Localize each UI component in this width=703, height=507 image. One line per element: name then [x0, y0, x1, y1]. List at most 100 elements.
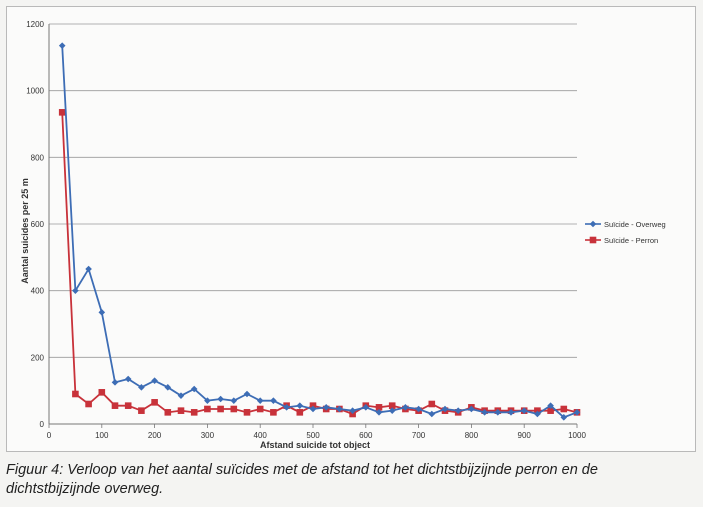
legend-item: Suïcide - Perron	[585, 236, 658, 245]
y-tick-label: 600	[31, 220, 45, 229]
legend-item: Suïcide - Overweg	[585, 220, 666, 229]
data-point	[72, 287, 79, 294]
gridlines	[49, 23, 577, 358]
data-point	[124, 402, 132, 409]
data-point	[534, 410, 541, 418]
data-point	[204, 397, 211, 404]
data-point	[98, 389, 106, 396]
data-point	[190, 385, 198, 393]
data-point	[217, 395, 224, 403]
y-tick-label: 1000	[26, 87, 44, 96]
x-tick-label: 600	[359, 431, 373, 440]
data-point	[547, 402, 554, 409]
data-point	[573, 409, 581, 416]
data-point	[560, 405, 568, 413]
data-point	[534, 407, 541, 414]
line-chart: 0 200 400 600 800 1000 1200 0 100 200 300 400 500 600…	[20, 20, 666, 450]
data-point	[111, 379, 119, 386]
data-point	[151, 399, 158, 406]
data-point	[322, 404, 330, 411]
data-point	[547, 407, 554, 414]
x-tick-label: 300	[201, 431, 215, 440]
y-tick-label: 400	[31, 287, 45, 296]
data-point	[270, 409, 277, 416]
y-tick-label: 800	[31, 153, 45, 162]
data-point	[388, 402, 396, 409]
data-point	[454, 407, 462, 414]
data-point	[560, 414, 568, 421]
data-point	[177, 392, 185, 399]
series-perron	[58, 109, 581, 418]
data-point	[230, 405, 238, 413]
data-point	[138, 407, 145, 414]
y-axis-title: Aantal suicides per 25 m	[20, 178, 30, 284]
data-point	[362, 404, 370, 411]
data-point	[481, 409, 488, 416]
figure-caption: Figuur 4: Verloop van het aantal suïcide…	[6, 462, 598, 497]
data-point	[204, 405, 211, 413]
x-tick-label: 400	[254, 431, 268, 440]
data-point	[243, 409, 251, 416]
data-point	[349, 407, 356, 414]
x-tick-label: 500	[306, 431, 320, 440]
data-point	[336, 405, 343, 413]
data-point	[190, 409, 198, 416]
data-point	[415, 405, 422, 413]
data-point	[349, 410, 356, 418]
data-point	[256, 397, 264, 404]
data-point	[441, 405, 449, 413]
data-point	[402, 404, 409, 411]
x-tick-label: 700	[412, 431, 426, 440]
data-point	[309, 405, 317, 413]
data-point	[111, 402, 119, 409]
data-point	[164, 384, 172, 391]
x-tick-label: 900	[518, 431, 532, 440]
axes	[48, 24, 578, 428]
data-point	[494, 409, 502, 416]
data-point	[217, 405, 224, 413]
chart-frame: 0 200 400 600 800 1000 1200 0 100 200 300 400 500 600…	[6, 6, 696, 452]
y-tick-label: 200	[31, 353, 45, 362]
data-point	[164, 409, 172, 416]
data-point	[375, 404, 383, 411]
x-tick-label: 100	[95, 431, 109, 440]
y-tick-label: 1200	[26, 20, 44, 29]
legend-label: Suïcide - Overweg	[604, 220, 666, 229]
data-point	[138, 384, 145, 391]
data-point	[428, 410, 436, 418]
data-point	[270, 397, 277, 404]
data-point	[58, 42, 66, 49]
series-group	[58, 42, 581, 421]
data-point	[520, 407, 528, 414]
data-point	[230, 397, 238, 404]
data-point	[243, 390, 251, 398]
data-point	[388, 407, 396, 414]
data-point	[85, 265, 92, 273]
data-point	[98, 309, 106, 316]
data-point	[468, 405, 475, 413]
series-line	[61, 45, 578, 419]
data-point	[428, 400, 436, 408]
legend-marker	[589, 236, 597, 244]
legend-label: Suïcide - Perron	[604, 236, 658, 245]
x-tick-label: 200	[148, 431, 162, 440]
data-point	[256, 405, 264, 413]
data-point	[58, 109, 66, 116]
data-point	[309, 402, 317, 409]
legend-marker	[589, 220, 597, 228]
x-tick-label: 1000	[568, 431, 586, 440]
series-overweg	[58, 42, 581, 421]
data-point	[177, 407, 185, 414]
data-point	[296, 409, 304, 416]
data-point	[151, 377, 158, 384]
tick-labels: 0 200 400 600 800 1000 1200 0 100 200 300 400 500 600…	[26, 20, 586, 440]
x-axis-title: Afstand suicide tot object	[260, 440, 370, 450]
data-point	[72, 390, 79, 398]
x-tick-label: 0	[47, 431, 52, 440]
legend: Suïcide - Overweg Suïcide - Perron	[585, 220, 666, 245]
y-tick-label: 0	[40, 420, 45, 429]
data-point	[296, 402, 304, 409]
data-point	[85, 400, 92, 408]
x-tick-label: 800	[465, 431, 479, 440]
data-point	[283, 404, 290, 411]
